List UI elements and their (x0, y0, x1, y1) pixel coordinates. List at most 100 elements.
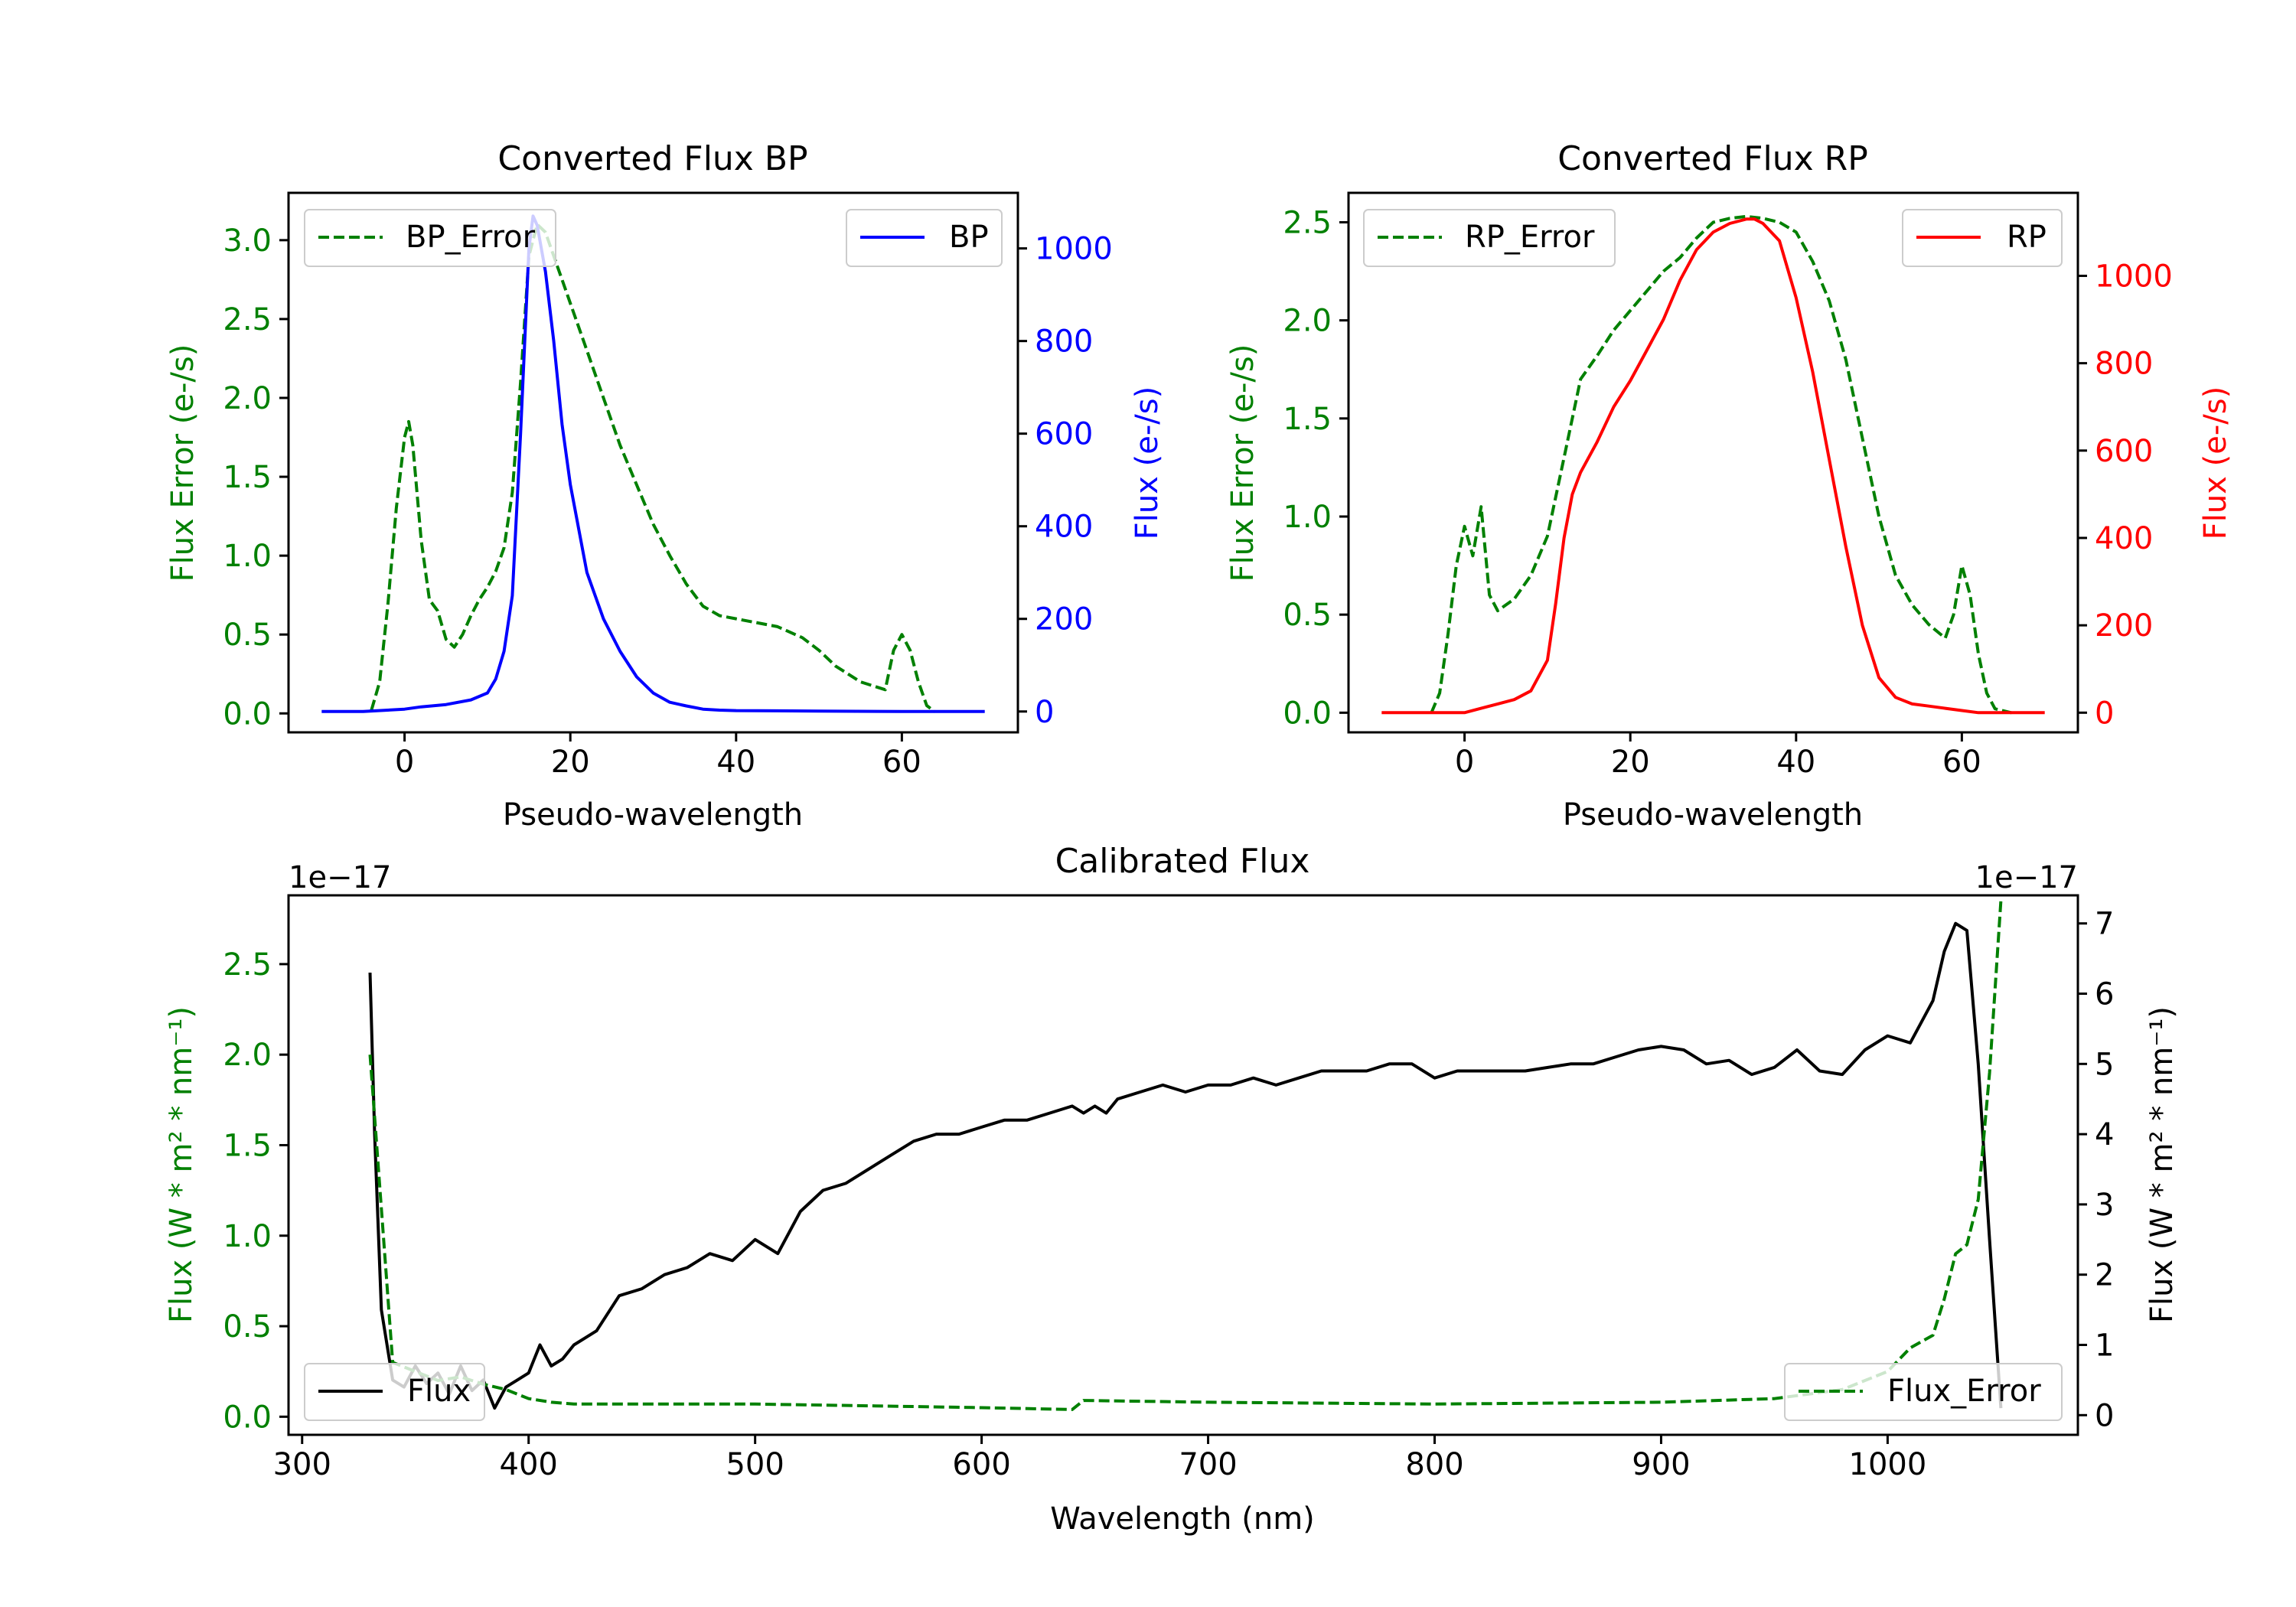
bp-x-tick-label: 0 (395, 745, 414, 780)
rp-left-ticks: 0.0 0.5 1.0 1.5 2.0 2.5 (1283, 205, 1349, 731)
bp-x-tick-label: 40 (716, 745, 755, 780)
bp-y-left-label: Flux Error (e-/s) (165, 344, 201, 582)
rp-y-right-tick-label: 200 (2095, 608, 2153, 644)
bp-y-right-tick-label: 0 (1035, 695, 1054, 730)
cal-y-left-tick-label: 0.5 (223, 1309, 272, 1345)
bp-panel: Converted Flux BP 0 20 40 60 0.0 0.5 1.0 1.5 2.… (165, 139, 1165, 833)
bp-y-left-tick-label: 1.0 (223, 539, 272, 574)
cal-x-tick-label: 300 (273, 1447, 331, 1482)
rp-y-right-tick-label: 1000 (2095, 259, 2173, 294)
cal-panel: Calibrated Flux 1e−17 1e−17 300 400 500 600… (164, 842, 2180, 1537)
bp-x-tick-label: 20 (551, 745, 590, 780)
rp-y-left-label: Flux Error (e-/s) (1225, 344, 1261, 582)
bp-y-left-tick-label: 1.5 (223, 460, 272, 495)
bp-series-bp-error (370, 223, 936, 713)
rp-y-left-tick-label: 2.0 (1283, 304, 1332, 339)
rp-y-right-tick-label: 600 (2095, 434, 2153, 469)
bp-y-right-label: Flux (e-/s) (1130, 386, 1165, 539)
rp-x-tick-label: 40 (1776, 745, 1815, 780)
cal-y-right-tick-label: 6 (2095, 977, 2114, 1012)
bp-plot-area (321, 214, 985, 713)
cal-x-tick-label: 500 (726, 1447, 784, 1482)
cal-x-tick-label: 800 (1405, 1447, 1463, 1482)
rp-x-tick-label: 20 (1611, 745, 1650, 780)
cal-legend-left: Flux (304, 1363, 485, 1421)
cal-y-right-tick-label: 5 (2095, 1047, 2114, 1082)
bp-legend-flux-label: BP (949, 220, 989, 255)
rp-x-tick-label: 60 (1942, 745, 1981, 780)
cal-x-label: Wavelength (nm) (1050, 1501, 1315, 1537)
rp-x-label: Pseudo-wavelength (1563, 797, 1863, 833)
bp-y-right-tick-label: 800 (1035, 324, 1093, 360)
cal-y-right-label: Flux (W * m² * nm⁻¹) (2144, 1006, 2180, 1323)
rp-x-tick-label: 0 (1455, 745, 1474, 780)
cal-y-left-tick-label: 1.5 (223, 1128, 272, 1163)
cal-y-right-tick-label: 4 (2095, 1117, 2114, 1152)
cal-y-right-tick-label: 0 (2095, 1398, 2114, 1433)
cal-y-right-tick-label: 7 (2095, 907, 2114, 942)
rp-frame (1347, 191, 2079, 734)
bp-legend-error-label: BP_Error (406, 220, 536, 255)
rp-plot-area (1381, 214, 2045, 715)
rp-legend-left: RP_Error (1363, 209, 1616, 267)
rp-y-left-tick-label: 0.0 (1283, 696, 1332, 731)
cal-legend-error-label: Flux_Error (1887, 1374, 2041, 1409)
bp-left-ticks: 0.0 0.5 1.0 1.5 2.0 2.5 3.0 (223, 223, 289, 732)
bp-y-right-tick-label: 400 (1035, 510, 1093, 545)
cal-frame (287, 894, 2079, 1436)
rp-y-right-tick-label: 0 (2095, 696, 2114, 731)
rp-y-left-tick-label: 1.0 (1283, 500, 1332, 535)
rp-right-ticks: 0 200 400 600 800 1000 (2078, 259, 2173, 731)
bp-legend-left: BP_Error (304, 209, 556, 267)
cal-y-left-label: Flux (W * m² * nm⁻¹) (164, 1006, 199, 1323)
bp-series-bp (321, 214, 985, 713)
rp-y-left-tick-label: 2.5 (1283, 205, 1332, 240)
bp-x-label: Pseudo-wavelength (503, 797, 803, 833)
cal-x-tick-label: 900 (1632, 1447, 1690, 1482)
bp-y-left-tick-label: 2.5 (223, 302, 272, 337)
cal-y-right-tick-label: 1 (2095, 1328, 2114, 1364)
bp-title: Converted Flux BP (497, 139, 807, 178)
bp-y-right-tick-label: 200 (1035, 602, 1093, 637)
rp-series-rp-error (1430, 214, 2012, 715)
rp-y-right-tick-label: 400 (2095, 521, 2153, 556)
cal-y-left-tick-label: 1.0 (223, 1219, 272, 1254)
cal-y-right-tick-label: 2 (2095, 1258, 2114, 1293)
rp-legend-error-label: RP_Error (1465, 220, 1595, 255)
rp-legend-right: RP (1902, 209, 2063, 267)
cal-x-ticks: 300 400 500 600 700 800 900 1000 (273, 1435, 1926, 1482)
cal-offset-left: 1e−17 (289, 860, 391, 895)
cal-legend-right: Flux_Error (1784, 1363, 2063, 1421)
cal-x-tick-label: 600 (952, 1447, 1010, 1482)
bp-y-left-tick-label: 2.0 (223, 381, 272, 416)
cal-x-tick-label: 700 (1179, 1447, 1237, 1482)
rp-y-left-tick-label: 1.5 (1283, 402, 1332, 437)
rp-y-right-tick-label: 800 (2095, 347, 2153, 382)
cal-y-left-tick-label: 2.5 (223, 947, 272, 983)
cal-series-flux (368, 921, 2003, 1410)
bp-y-left-tick-label: 0.0 (223, 696, 272, 732)
rp-y-left-tick-label: 0.5 (1283, 598, 1332, 633)
cal-offset-right: 1e−17 (1975, 860, 2078, 895)
cal-legend-flux-label: Flux (407, 1374, 471, 1409)
bp-frame (287, 191, 1019, 734)
cal-y-right-tick-label: 3 (2095, 1188, 2114, 1223)
rp-panel: Converted Flux RP 0 20 40 60 0.0 0.5 1.0 1.5 2.… (1225, 139, 2233, 833)
cal-y-left-tick-label: 0.0 (223, 1400, 272, 1435)
bp-x-tick-label: 60 (882, 745, 921, 780)
bp-x-ticks: 0 20 40 60 (395, 732, 921, 780)
bp-y-left-tick-label: 3.0 (223, 223, 272, 259)
rp-series-rp (1381, 217, 2045, 715)
rp-legend-flux-label: RP (2007, 220, 2047, 255)
cal-x-tick-label: 400 (500, 1447, 558, 1482)
bp-y-left-tick-label: 0.5 (223, 618, 272, 653)
rp-x-ticks: 0 20 40 60 (1455, 732, 1981, 780)
cal-left-ticks: 0.0 0.5 1.0 1.5 2.0 2.5 (223, 947, 289, 1435)
rp-y-right-label: Flux (e-/s) (2198, 386, 2233, 539)
cal-y-left-tick-label: 2.0 (223, 1038, 272, 1073)
bp-right-ticks: 0 200 400 600 800 1000 (1018, 232, 1113, 730)
rp-title: Converted Flux RP (1557, 139, 1868, 178)
bp-y-right-tick-label: 600 (1035, 417, 1093, 452)
cal-right-ticks: 0 1 2 3 4 5 6 7 (2078, 907, 2114, 1433)
